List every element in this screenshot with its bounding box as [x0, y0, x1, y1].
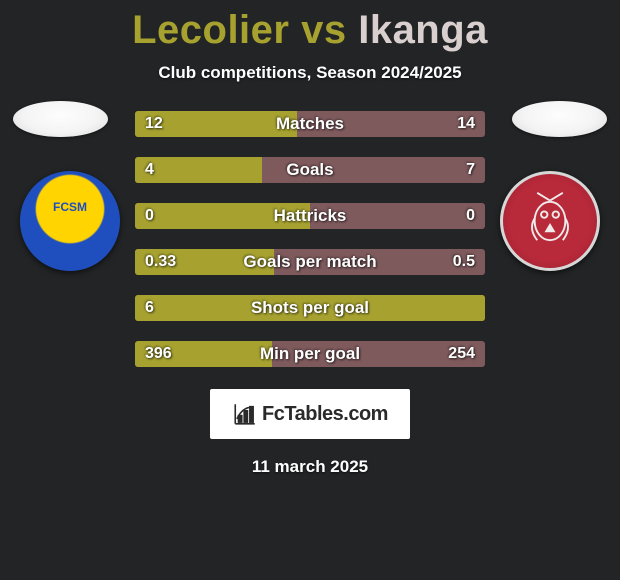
stat-label: Matches [135, 111, 485, 137]
club-crest-right [500, 171, 600, 271]
club-crest-left-label: FCSM [53, 201, 87, 213]
club-crest-left: FCSM [20, 171, 120, 271]
title-player-right: Ikanga [358, 8, 488, 52]
stat-row: 47Goals [135, 157, 485, 183]
branding-prefix: Fc [262, 403, 284, 425]
title-player-left: Lecolier [132, 8, 289, 52]
owl-icon [518, 189, 582, 253]
page-title: Lecolier vs Ikanga [0, 0, 620, 53]
stat-row: 6Shots per goal [135, 295, 485, 321]
date-label: 11 march 2025 [0, 457, 620, 477]
bar-chart-icon [232, 401, 258, 427]
title-vs: vs [289, 8, 358, 52]
stat-row: 00Hattricks [135, 203, 485, 229]
stat-label: Shots per goal [135, 295, 485, 321]
branding-suffix: Tables.com [284, 403, 388, 425]
comparison-chart: FCSM 1214Matches 47Goals 00Hattricks 0.330.… [0, 111, 620, 371]
stat-row: 1214Matches [135, 111, 485, 137]
branding-badge: FcTables.com [210, 389, 410, 439]
player-silhouette-right [512, 101, 607, 137]
stat-label: Hattricks [135, 203, 485, 229]
stat-label: Min per goal [135, 341, 485, 367]
stat-row: 0.330.5Goals per match [135, 249, 485, 275]
player-silhouette-left [13, 101, 108, 137]
stat-row: 396254Min per goal [135, 341, 485, 367]
stat-label: Goals per match [135, 249, 485, 275]
stat-label: Goals [135, 157, 485, 183]
subtitle: Club competitions, Season 2024/2025 [0, 63, 620, 83]
stat-bars: 1214Matches 47Goals 00Hattricks 0.330.5Goal… [135, 111, 485, 387]
